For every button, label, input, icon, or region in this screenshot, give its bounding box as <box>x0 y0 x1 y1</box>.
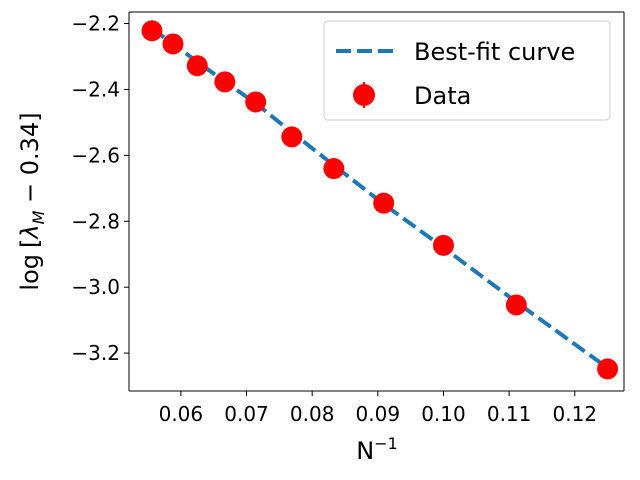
x-axis-label: N−1 <box>356 434 398 465</box>
x-tick-label: 0.10 <box>421 402 466 426</box>
y-tick-label: −3.2 <box>71 341 120 365</box>
x-tick-label: 0.12 <box>552 402 597 426</box>
data-point <box>505 294 527 316</box>
series-layer <box>141 20 619 380</box>
data-point <box>186 55 208 77</box>
legend-data-marker-icon <box>353 84 375 106</box>
y-tick-label: −2.6 <box>71 143 120 167</box>
data-point <box>214 71 236 93</box>
x-tick-label: 0.08 <box>290 402 335 426</box>
data-point <box>281 126 303 148</box>
x-ticks: 0.06 0.07 0.08 0.09 0.10 0.11 0.12 <box>159 391 597 426</box>
data-point <box>245 91 267 113</box>
legend: Best-fit curve Data <box>323 20 611 121</box>
y-tick-label: −2.4 <box>71 77 120 101</box>
data-point <box>323 158 345 180</box>
plot-area <box>128 11 625 392</box>
legend-data-label: Data <box>414 82 471 110</box>
y-axis-label: log[λM − 0.34] <box>16 112 48 290</box>
y-ticks: −3.2 −3.0 −2.8 −2.6 −2.4 −2.2 <box>71 12 129 365</box>
x-tick-label: 0.06 <box>159 402 204 426</box>
y-tick-label: −2.8 <box>71 209 120 233</box>
x-tick-label: 0.07 <box>224 402 269 426</box>
data-point <box>597 358 619 380</box>
data-point <box>141 20 163 42</box>
legend-box <box>323 20 611 121</box>
legend-fit-label: Best-fit curve <box>414 38 575 66</box>
data-point <box>373 192 395 214</box>
x-tick-label: 0.11 <box>487 402 532 426</box>
data-point <box>432 234 454 256</box>
x-tick-label: 0.09 <box>356 402 401 426</box>
y-tick-label: −3.0 <box>71 275 120 299</box>
data-point <box>162 33 184 55</box>
y-tick-label: −2.2 <box>71 12 120 36</box>
